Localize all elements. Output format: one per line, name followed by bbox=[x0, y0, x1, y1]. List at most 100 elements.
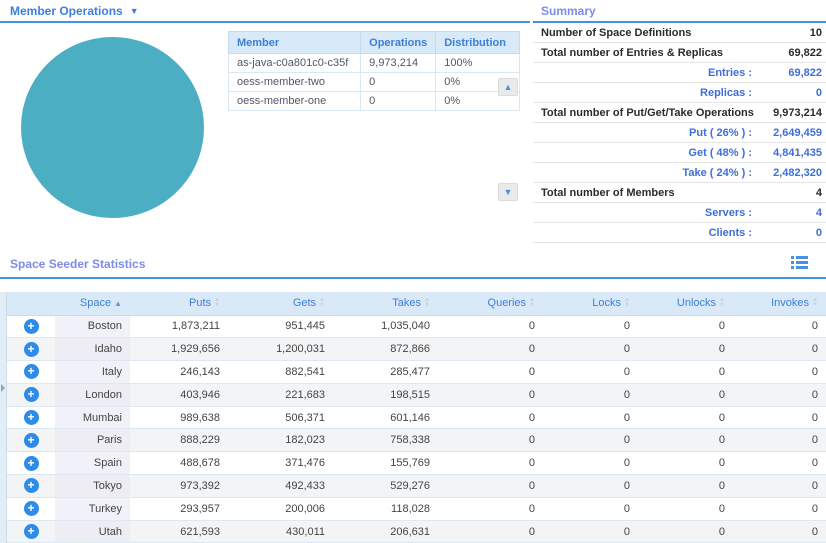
expand-row-button[interactable]: + bbox=[23, 432, 39, 448]
member-operations-title: Member Operations bbox=[10, 4, 123, 18]
cell-queries: 0 bbox=[438, 383, 543, 407]
member-operations-count: 9,973,214 bbox=[360, 53, 437, 73]
scroll-down-button[interactable]: ▼ bbox=[498, 183, 518, 201]
expander-cell: + bbox=[7, 520, 55, 543]
member-operations-table: Member Operations Distribution as-java-c… bbox=[227, 31, 520, 111]
cell-locks: 0 bbox=[543, 520, 638, 543]
member-column-header[interactable]: Member bbox=[227, 31, 362, 54]
member-operations-pie-chart bbox=[21, 37, 204, 218]
cell-gets: 882,541 bbox=[228, 360, 333, 384]
chevron-down-icon[interactable]: ▼ bbox=[129, 6, 139, 16]
summary-value: 0 bbox=[815, 86, 822, 99]
space-seeder-header: Space Seeder Statistics bbox=[0, 253, 826, 279]
cell-gets: 371,476 bbox=[228, 451, 333, 476]
cell-space: Spain bbox=[55, 451, 130, 476]
expand-row-button[interactable]: + bbox=[23, 341, 39, 357]
expand-row-button[interactable]: + bbox=[23, 410, 39, 426]
expand-row-button[interactable]: + bbox=[23, 387, 39, 403]
cell-puts: 973,392 bbox=[130, 474, 228, 498]
cell-locks: 0 bbox=[543, 315, 638, 339]
summary-row: Get ( 48% ) : 4,841,435 bbox=[533, 143, 826, 163]
chevron-down-icon: ▼ bbox=[503, 187, 513, 197]
cell-invokes: 0 bbox=[733, 474, 826, 498]
cell-puts: 1,873,211 bbox=[130, 315, 228, 339]
summary-label: Take ( 24% ) : bbox=[682, 166, 753, 179]
cell-puts: 293,957 bbox=[130, 497, 228, 521]
distribution-column-header[interactable]: Distribution bbox=[435, 31, 520, 54]
sort-icon: ▲ ▼ bbox=[624, 297, 630, 309]
cell-space: Italy bbox=[55, 360, 130, 384]
summary-label: Number of Space Definitions bbox=[541, 26, 692, 39]
sort-icon: ▲ ▼ bbox=[214, 297, 220, 309]
member-operations-count: 0 bbox=[360, 72, 437, 92]
expand-right-icon bbox=[1, 384, 5, 392]
summary-label: Total number of Put/Get/Take Operations bbox=[541, 106, 754, 119]
expand-row-button[interactable]: + bbox=[23, 478, 39, 494]
cell-puts: 488,678 bbox=[130, 451, 228, 476]
cell-puts: 888,229 bbox=[130, 428, 228, 453]
queries-column-header[interactable]: Queries ▲ ▼ bbox=[438, 292, 543, 316]
expander-cell: + bbox=[7, 406, 55, 430]
takes-column-header[interactable]: Takes ▲ ▼ bbox=[333, 292, 438, 316]
cell-invokes: 0 bbox=[733, 520, 826, 543]
space-seeder-section: Space Seeder Statistics bbox=[0, 253, 826, 279]
list-view-icon[interactable] bbox=[791, 256, 808, 269]
cell-gets: 221,683 bbox=[228, 383, 333, 407]
cell-unlocks: 0 bbox=[638, 474, 733, 498]
cell-queries: 0 bbox=[438, 451, 543, 476]
locks-column-header[interactable]: Locks ▲ ▼ bbox=[543, 292, 638, 316]
cell-locks: 0 bbox=[543, 451, 638, 476]
invokes-column-header[interactable]: Invokes ▲ ▼ bbox=[733, 292, 826, 316]
cell-takes: 601,146 bbox=[333, 406, 438, 430]
cell-space: Paris bbox=[55, 428, 130, 453]
summary-label: Total number of Entries & Replicas bbox=[541, 46, 723, 59]
expand-row-button[interactable]: + bbox=[23, 501, 39, 517]
cell-gets: 951,445 bbox=[228, 315, 333, 339]
table-row: + Turkey 293,957 200,006 118,028 0 0 0 0 bbox=[7, 497, 826, 521]
cell-invokes: 0 bbox=[733, 315, 826, 339]
cell-locks: 0 bbox=[543, 474, 638, 498]
cell-space: Turkey bbox=[55, 497, 130, 521]
table-row: + Mumbai 989,638 506,371 601,146 0 0 0 0 bbox=[7, 406, 826, 430]
gets-column-header[interactable]: Gets ▲ ▼ bbox=[228, 292, 333, 316]
cell-unlocks: 0 bbox=[638, 383, 733, 407]
cell-unlocks: 0 bbox=[638, 337, 733, 362]
collapsed-panel-splitter[interactable] bbox=[0, 292, 7, 543]
scroll-up-button[interactable]: ▲ bbox=[498, 78, 518, 96]
sort-icon: ▲ ▼ bbox=[319, 297, 325, 309]
member-operations-header[interactable]: Member Operations ▼ bbox=[0, 0, 530, 23]
expand-row-button[interactable]: + bbox=[23, 318, 39, 334]
sort-icon: ▲ ▼ bbox=[812, 297, 818, 309]
member-operations-panel: Member Operations ▼ Member Operations Di… bbox=[0, 0, 530, 252]
cell-locks: 0 bbox=[543, 360, 638, 384]
cell-takes: 198,515 bbox=[333, 383, 438, 407]
cell-unlocks: 0 bbox=[638, 360, 733, 384]
member-distribution: 100% bbox=[435, 53, 520, 73]
cell-queries: 0 bbox=[438, 337, 543, 362]
member-table-header-row: Member Operations Distribution bbox=[227, 31, 520, 54]
puts-column-header[interactable]: Puts ▲ ▼ bbox=[130, 292, 228, 316]
expand-row-button[interactable]: + bbox=[23, 455, 39, 471]
cell-takes: 206,631 bbox=[333, 520, 438, 543]
expander-column-header bbox=[7, 292, 55, 316]
summary-label: Replicas : bbox=[700, 86, 752, 99]
summary-header: Summary bbox=[533, 0, 826, 23]
unlocks-column-header[interactable]: Unlocks ▲ ▼ bbox=[638, 292, 733, 316]
space-column-header[interactable]: Space ▲ bbox=[55, 292, 130, 316]
cell-unlocks: 0 bbox=[638, 315, 733, 339]
summary-row: Total number of Members 4 bbox=[533, 183, 826, 203]
cell-locks: 0 bbox=[543, 383, 638, 407]
summary-value: 2,649,459 bbox=[773, 126, 822, 139]
cell-queries: 0 bbox=[438, 520, 543, 543]
cell-takes: 758,338 bbox=[333, 428, 438, 453]
summary-value: 2,482,320 bbox=[773, 166, 822, 179]
sort-ascending-icon: ▲ bbox=[114, 299, 122, 309]
table-row: + Idaho 1,929,656 1,200,031 872,866 0 0 … bbox=[7, 337, 826, 362]
cell-puts: 403,946 bbox=[130, 383, 228, 407]
cell-locks: 0 bbox=[543, 337, 638, 362]
operations-column-header[interactable]: Operations bbox=[360, 31, 437, 54]
cell-invokes: 0 bbox=[733, 451, 826, 476]
expand-row-button[interactable]: + bbox=[23, 364, 39, 380]
cell-puts: 246,143 bbox=[130, 360, 228, 384]
expand-row-button[interactable]: + bbox=[23, 524, 39, 540]
